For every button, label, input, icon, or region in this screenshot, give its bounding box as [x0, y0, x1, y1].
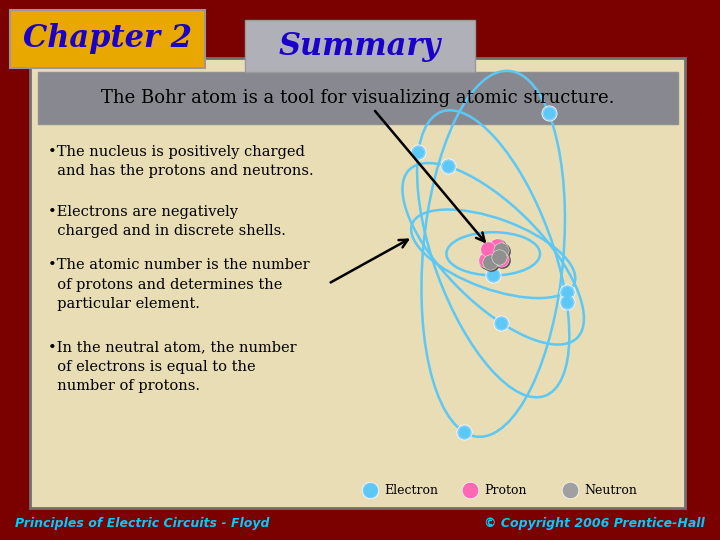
Bar [245, 20, 475, 72]
Text: •In the neutral atom, the number
  of electrons is equal to the
  number of prot: •In the neutral atom, the number of elec… [48, 340, 297, 393]
Text: Principles of Electric Circuits - Floyd: Principles of Electric Circuits - Floyd [15, 517, 269, 530]
Bar [38, 72, 678, 124]
Text: © Copyright 2006 Prentice-Hall: © Copyright 2006 Prentice-Hall [485, 517, 705, 530]
Text: The Bohr atom is a tool for visualizing atomic structure.: The Bohr atom is a tool for visualizing … [102, 89, 615, 107]
Text: Chapter 2: Chapter 2 [23, 24, 192, 55]
Bar [30, 58, 685, 508]
Text: •The atomic number is the number
  of protons and determines the
  particular el: •The atomic number is the number of prot… [48, 258, 310, 311]
Text: Neutron: Neutron [584, 483, 637, 496]
Text: Proton: Proton [484, 483, 526, 496]
Text: •The nucleus is positively charged
  and has the protons and neutrons.: •The nucleus is positively charged and h… [48, 145, 314, 179]
Text: •Electrons are negatively
  charged and in discrete shells.: •Electrons are negatively charged and in… [48, 205, 286, 239]
Text: Summary: Summary [279, 30, 441, 62]
Bar [10, 10, 205, 68]
Text: Electron: Electron [384, 483, 438, 496]
